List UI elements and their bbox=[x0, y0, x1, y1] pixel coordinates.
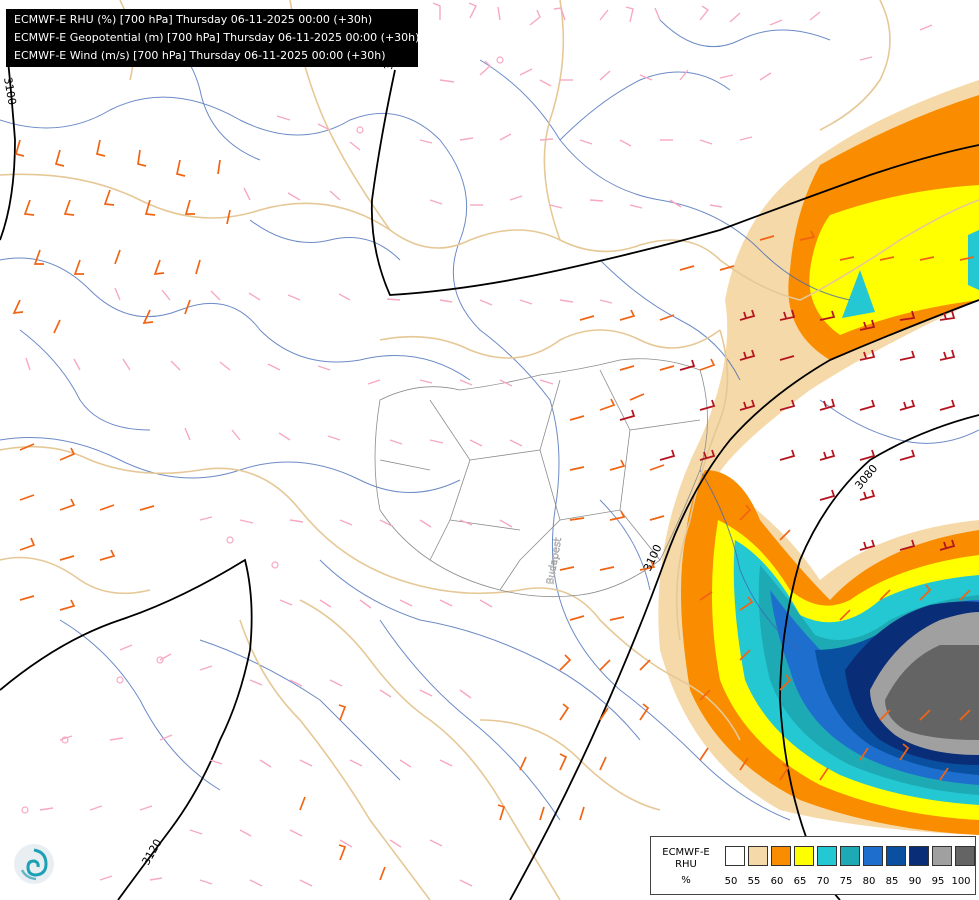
legend-tick-label: 100 bbox=[951, 876, 971, 887]
legend-title: ECMWF-E RHU % bbox=[651, 847, 721, 887]
legend-swatch bbox=[794, 846, 814, 866]
legend-tick-label: 70 bbox=[816, 876, 830, 887]
legend-tick-label: 50 bbox=[724, 876, 738, 887]
map-title-box: ECMWF-E RHU (%) [700 hPa] Thursday 06-11… bbox=[6, 9, 420, 67]
rhu-legend: ECMWF-E RHU % 50 55 60 65 70 75 80 85 90 95 100 bbox=[650, 836, 976, 895]
legend-tick-label: 55 bbox=[747, 876, 761, 887]
wind-barbs-moderate bbox=[12, 139, 975, 881]
rhu-70-north bbox=[842, 270, 875, 318]
wind-barbs-weak bbox=[25, 2, 933, 887]
legend-tick-label: 90 bbox=[908, 876, 922, 887]
legend-swatch bbox=[932, 846, 952, 866]
legend-tick-label: 85 bbox=[885, 876, 899, 887]
title-geopotential: ECMWF-E Geopotential (m) [700 hPa] Thurs… bbox=[14, 31, 420, 44]
wind-calm-markers bbox=[21, 56, 504, 814]
humidity-field bbox=[658, 80, 979, 835]
region-borders bbox=[374, 358, 708, 598]
place-label-budapest: Budapest bbox=[545, 537, 564, 586]
legend-swatch bbox=[886, 846, 906, 866]
legend-swatch bbox=[909, 846, 929, 866]
rhu-70-edge bbox=[968, 230, 979, 290]
legend-swatch bbox=[725, 846, 745, 866]
legend-title-line1: ECMWF-E bbox=[662, 847, 710, 858]
title-rhu: ECMWF-E RHU (%) [700 hPa] Thursday 06-11… bbox=[14, 13, 373, 26]
legend-tick-label: 75 bbox=[839, 876, 853, 887]
legend-tick-label: 60 bbox=[770, 876, 784, 887]
legend-swatch bbox=[955, 846, 975, 866]
legend-title-line2: RHU bbox=[675, 859, 697, 870]
title-wind: ECMWF-E Wind (m/s) [700 hPa] Thursday 06… bbox=[14, 49, 386, 62]
legend-swatch bbox=[771, 846, 791, 866]
legend-tick-label: 95 bbox=[931, 876, 945, 887]
wind-barbs-strong bbox=[619, 309, 956, 551]
geopotential-contours bbox=[0, 59, 979, 900]
legend-tick-label: 80 bbox=[862, 876, 876, 887]
contour-label-3100-nw: 3100 bbox=[1, 76, 19, 106]
ecmwf-swirl-icon bbox=[12, 842, 56, 886]
legend-swatch bbox=[748, 846, 768, 866]
contour-label-3080: 3080 bbox=[852, 462, 880, 492]
contour-label-3120: 3120 bbox=[139, 837, 164, 868]
legend-swatch bbox=[863, 846, 883, 866]
legend-swatch bbox=[840, 846, 860, 866]
legend-tick-label: 65 bbox=[793, 876, 807, 887]
rhu-100-south bbox=[885, 645, 979, 740]
legend-unit: % bbox=[681, 875, 691, 886]
legend-swatch bbox=[817, 846, 837, 866]
